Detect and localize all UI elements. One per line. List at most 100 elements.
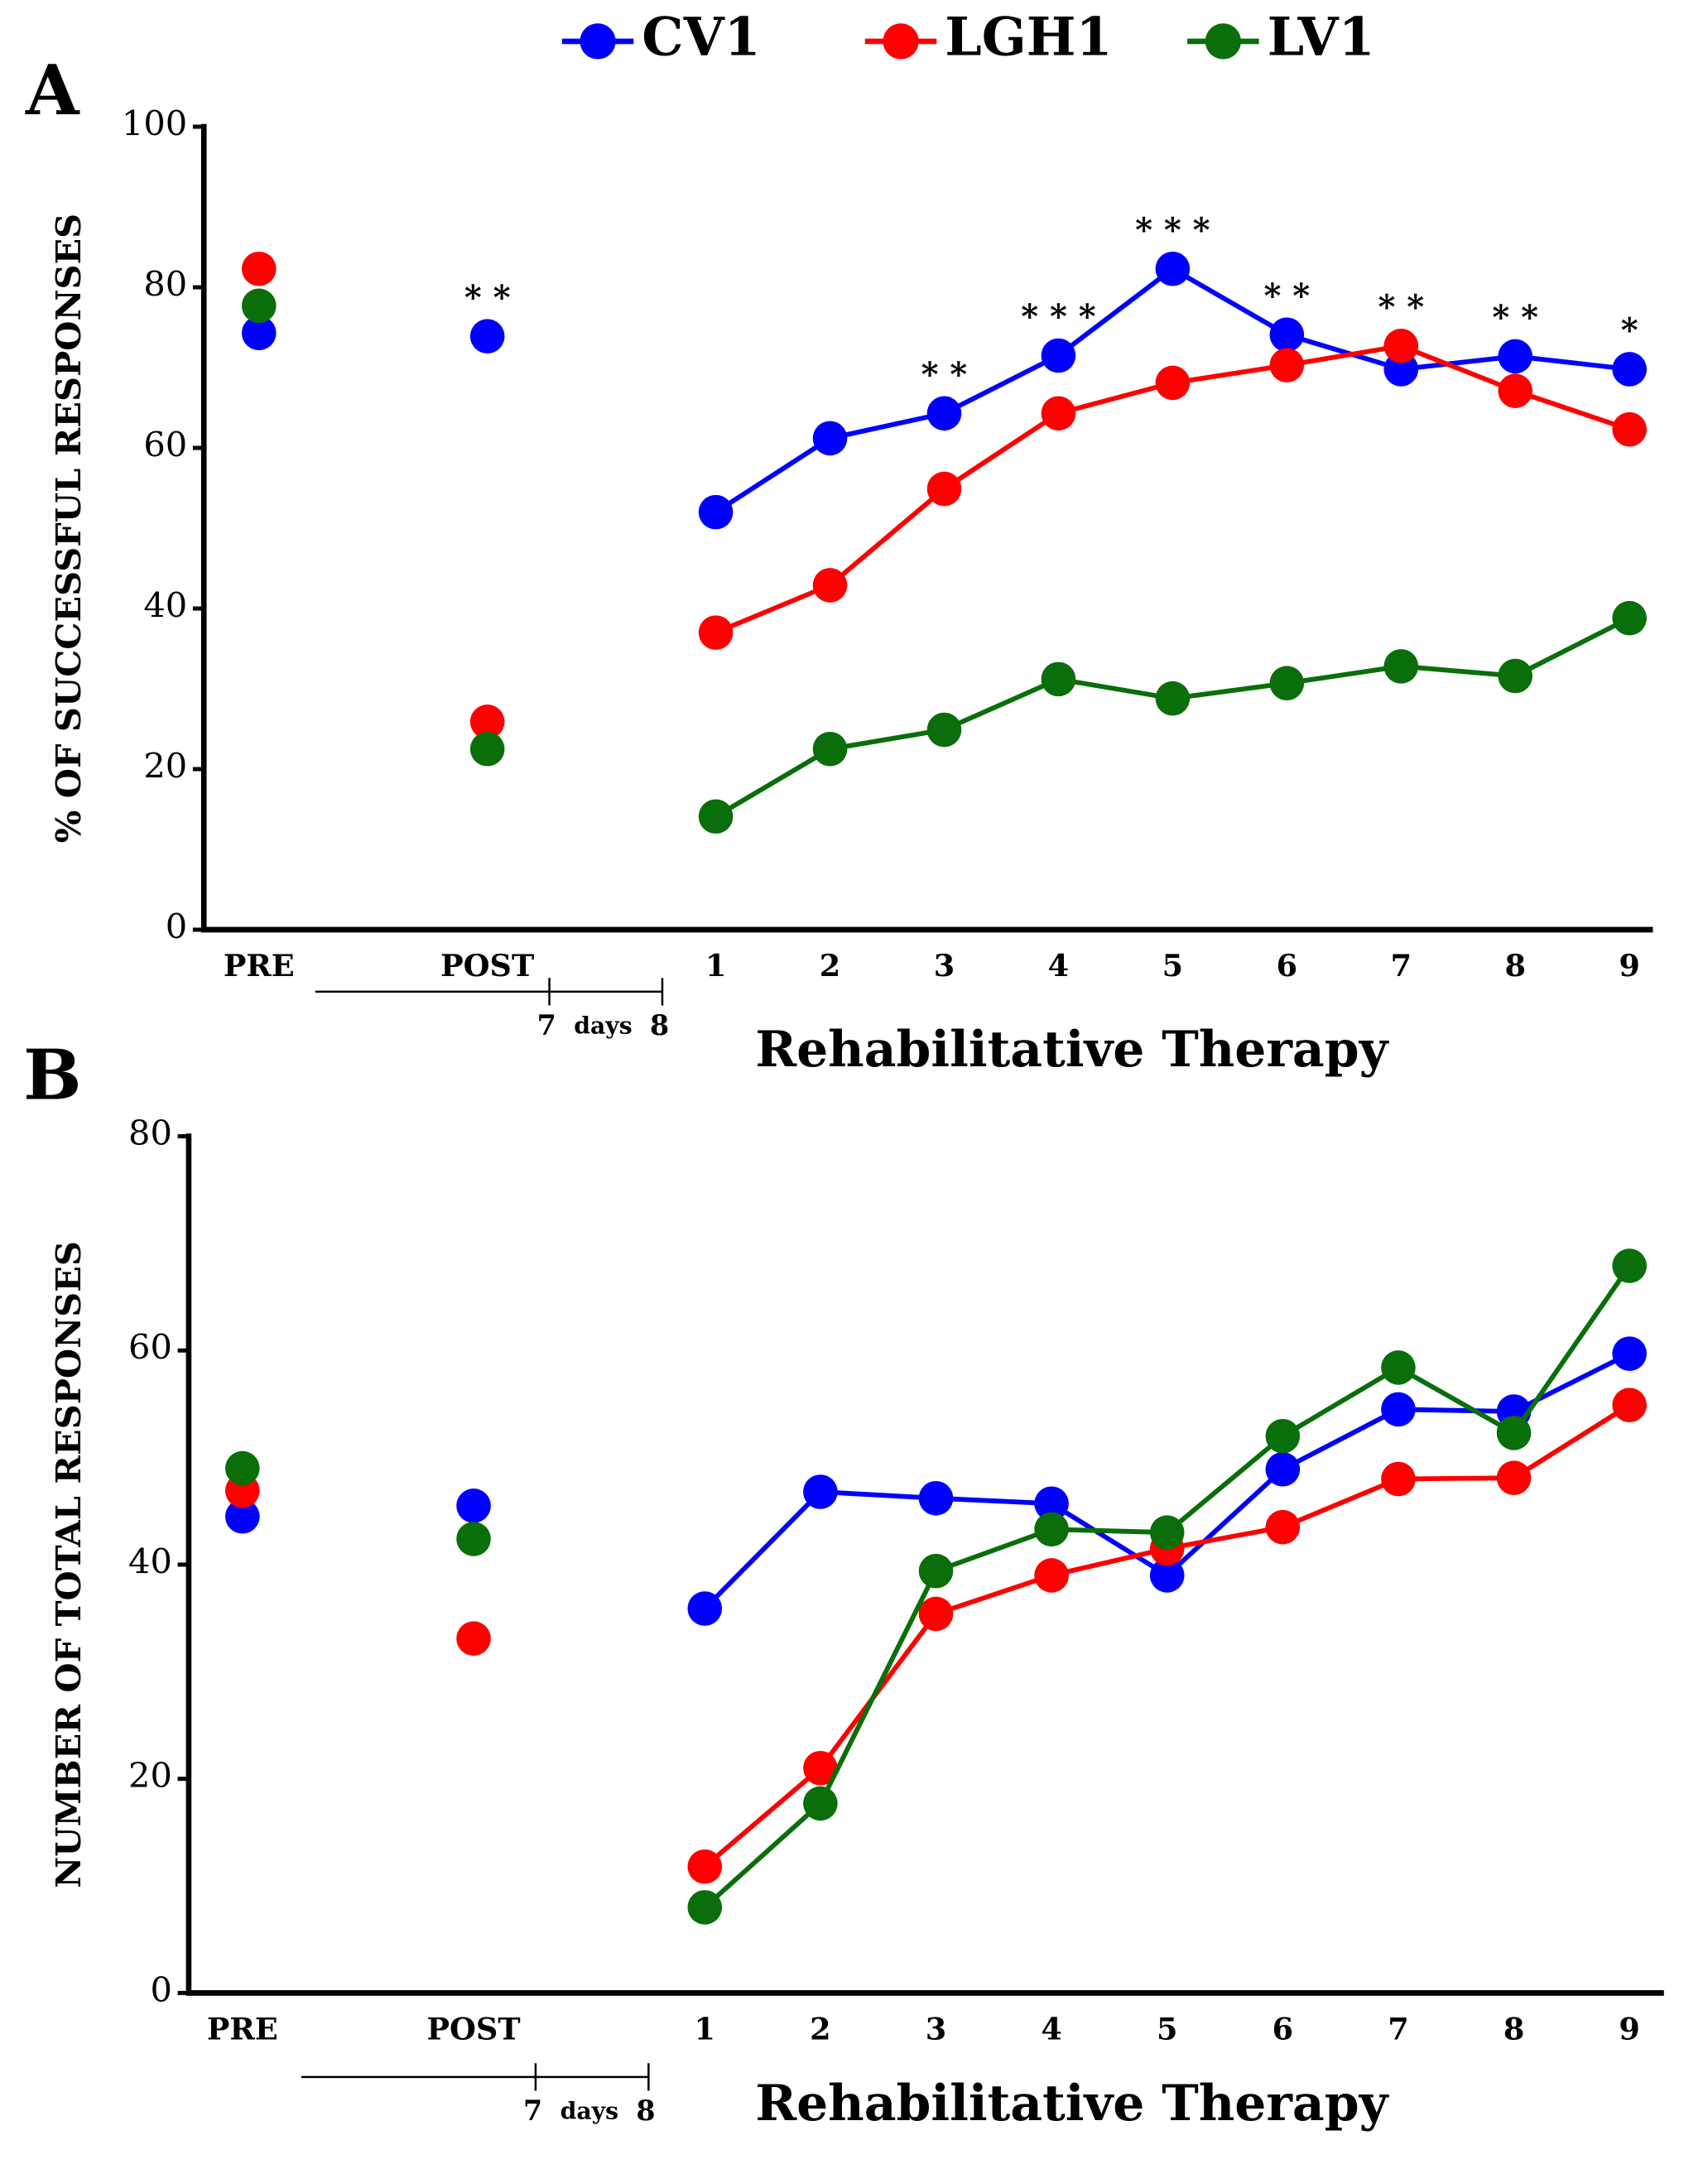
day-tick-label: 8 (650, 1009, 669, 1041)
significance-label: * * (1378, 289, 1424, 327)
data-point (803, 1474, 838, 1509)
data-point (918, 1480, 954, 1516)
data-point (687, 1890, 723, 1925)
y-tick-label: 100 (122, 103, 187, 144)
data-point (698, 615, 734, 650)
x-tick-label: 7 (1388, 2011, 1408, 2046)
x-tick-label: 7 (1391, 948, 1412, 984)
data-point (687, 1591, 723, 1626)
data-point (1265, 1418, 1301, 1454)
series-line (714, 616, 1631, 819)
data-point (812, 421, 848, 456)
significance-label: * * (921, 356, 968, 394)
x-tick-label: 4 (1048, 948, 1069, 984)
data-point (1612, 411, 1647, 447)
x-tick-label: 4 (1041, 2011, 1061, 2046)
day-tick-label: 7 (537, 1009, 556, 1041)
significance-label: * * (1263, 277, 1310, 315)
data-point (456, 1522, 491, 1556)
x-tick-label: 3 (926, 2011, 946, 2046)
x-tick-label: 9 (1619, 948, 1639, 984)
x-tick-label: 8 (1504, 948, 1525, 984)
significance-label: * (1621, 312, 1638, 350)
data-point (1612, 1336, 1647, 1371)
data-point (918, 1553, 954, 1589)
data-point (1612, 1248, 1647, 1283)
legend-label: LV1 (1268, 6, 1375, 67)
data-point (241, 251, 277, 286)
legend-label: CV1 (642, 6, 760, 67)
y-axis-label: % OF SUCCESSFUL RESPONSES (48, 214, 89, 844)
data-point (1383, 649, 1419, 684)
legend-marker (580, 23, 616, 60)
data-point (918, 1596, 954, 1632)
x-tick-label: 5 (1157, 2011, 1177, 2046)
data-point (803, 1786, 838, 1821)
data-point (803, 1750, 838, 1786)
x-tick-label: 9 (1619, 2011, 1639, 2046)
x-tick-label: 5 (1162, 948, 1183, 984)
data-point (1498, 373, 1533, 408)
y-tick-label: 20 (128, 1755, 172, 1796)
data-point (812, 568, 848, 603)
data-point (1149, 1558, 1185, 1593)
data-point (926, 396, 962, 431)
data-point (1498, 339, 1533, 374)
data-point (1041, 396, 1076, 431)
data-point (1383, 329, 1419, 363)
data-point (1155, 365, 1191, 401)
day-tick-label: 7 (523, 2094, 542, 2127)
data-point (1149, 1515, 1185, 1550)
series-line (703, 1402, 1631, 1868)
legend-marker (1205, 23, 1242, 60)
x-axis-label: Rehabilitative Therapy (755, 1021, 1389, 1079)
data-point (1041, 338, 1076, 373)
data-point (1612, 1387, 1647, 1423)
legend-marker (883, 23, 919, 60)
data-point (1496, 1416, 1532, 1450)
data-point (1381, 1392, 1416, 1427)
x-tick-label: 2 (810, 2011, 830, 2046)
data-point (926, 712, 962, 748)
data-point (225, 1450, 260, 1486)
legend-label: LGH1 (945, 6, 1112, 67)
data-point (1381, 1461, 1416, 1497)
x-tick-label: 6 (1277, 948, 1297, 984)
x-tick-label: POST (440, 948, 534, 984)
y-tick-label: 40 (143, 585, 187, 626)
data-point (698, 799, 734, 834)
data-point (1265, 1452, 1301, 1487)
axes (200, 123, 1653, 933)
data-point (1265, 1509, 1301, 1545)
x-tick-label: PRE (224, 948, 295, 984)
significance-label: * * (464, 279, 511, 317)
day-tick-label: 8 (636, 2094, 655, 2127)
y-tick-label: 80 (128, 1113, 172, 1153)
y-tick-label: 60 (128, 1327, 172, 1368)
data-point (1612, 600, 1647, 636)
data-point (1381, 1350, 1416, 1385)
day-unit: days (561, 2097, 618, 2125)
y-tick-label: 80 (143, 264, 187, 305)
y-tick-label: 0 (166, 906, 187, 946)
x-tick-label: POST (427, 2011, 521, 2046)
significance-label: * * * (1135, 211, 1210, 249)
significance-label: * * (1492, 299, 1538, 337)
y-tick-label: 20 (143, 746, 187, 786)
data-point (687, 1849, 723, 1884)
data-point (456, 1488, 491, 1523)
x-axis-label: Rehabilitative Therapy (755, 2075, 1389, 2133)
data-point (1034, 1558, 1069, 1593)
data-point (1498, 658, 1533, 694)
data-point (241, 288, 277, 324)
data-point (1269, 666, 1305, 701)
significance-label: * * * (1021, 298, 1095, 336)
x-tick-label: 3 (934, 948, 955, 984)
data-point (241, 315, 277, 351)
y-tick-label: 0 (150, 1969, 171, 2010)
panel-title: A (25, 50, 80, 131)
data-point (469, 704, 505, 739)
x-tick-label: 8 (1504, 2011, 1524, 2046)
x-tick-label: PRE (207, 2011, 278, 2046)
